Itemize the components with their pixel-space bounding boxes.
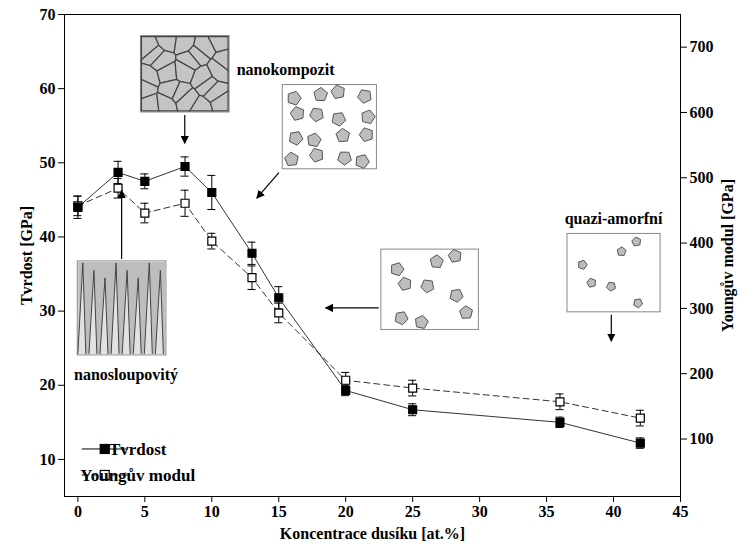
svg-text:30: 30 [40,302,56,319]
svg-text:700: 700 [690,38,714,55]
svg-text:25: 25 [405,503,421,520]
svg-text:Youngův modul [GPa]: Youngův modul [GPa] [719,179,737,332]
svg-text:30: 30 [472,503,488,520]
svg-text:15: 15 [271,503,287,520]
svg-text:5: 5 [141,503,149,520]
svg-text:nanokompozit: nanokompozit [237,61,335,79]
svg-text:10: 10 [204,503,220,520]
svg-text:45: 45 [673,503,689,520]
svg-text:50: 50 [40,154,56,171]
svg-text:Tvrdost [GPa]: Tvrdost [GPa] [18,206,35,305]
svg-text:300: 300 [690,300,714,317]
svg-text:40: 40 [40,228,56,245]
svg-text:60: 60 [40,80,56,97]
svg-text:10: 10 [40,451,56,468]
svg-text:quazi-amorfní: quazi-amorfní [565,210,663,228]
svg-text:0: 0 [74,503,82,520]
svg-text:Koncentrace dusíku [at.%]: Koncentrace dusíku [at.%] [280,525,465,542]
svg-text:nanosloupovitý: nanosloupovitý [74,366,178,384]
svg-text:70: 70 [40,6,56,23]
svg-text:Youngův modul: Youngův modul [80,466,195,485]
svg-text:Tvrdost: Tvrdost [109,440,167,459]
svg-text:400: 400 [690,234,714,251]
svg-text:600: 600 [690,104,714,121]
svg-text:35: 35 [539,503,555,520]
svg-text:200: 200 [690,365,714,382]
svg-text:40: 40 [606,503,622,520]
svg-text:20: 20 [338,503,354,520]
svg-text:20: 20 [40,376,56,393]
svg-text:100: 100 [690,430,714,447]
svg-text:500: 500 [690,169,714,186]
